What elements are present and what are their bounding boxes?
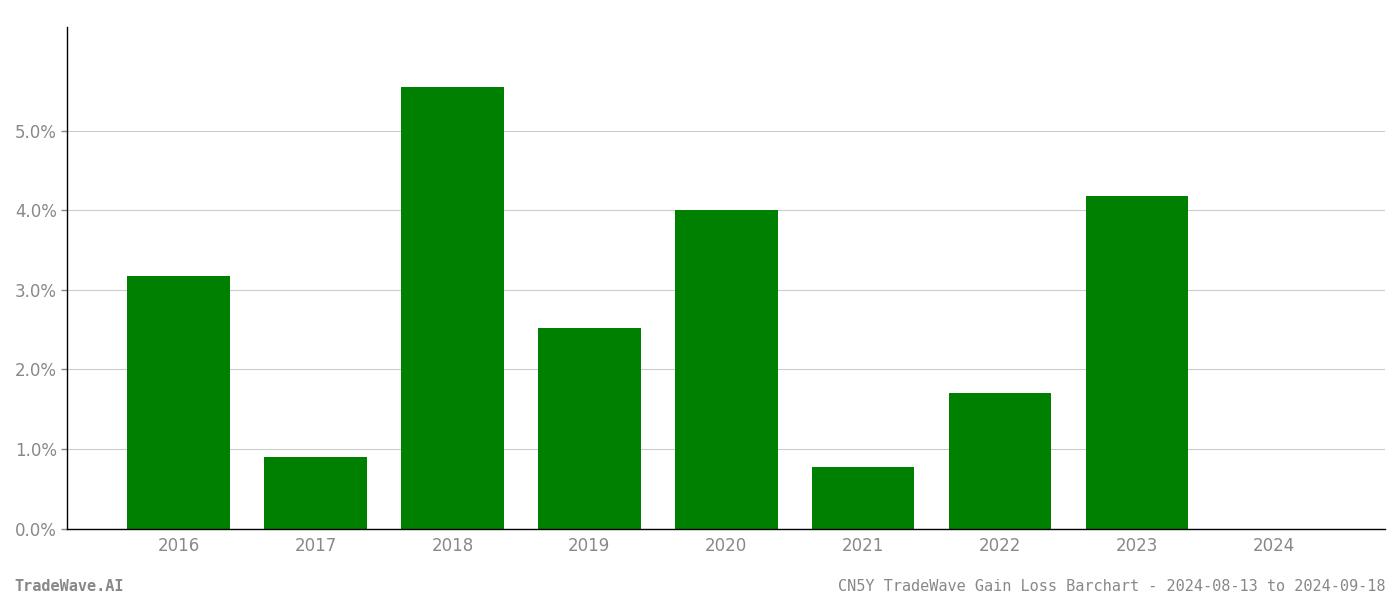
Bar <box>675 210 777 529</box>
Bar <box>400 87 504 529</box>
Bar <box>1085 196 1189 529</box>
Bar <box>265 457 367 529</box>
Text: CN5Y TradeWave Gain Loss Barchart - 2024-08-13 to 2024-09-18: CN5Y TradeWave Gain Loss Barchart - 2024… <box>839 579 1386 594</box>
Bar <box>127 276 230 529</box>
Bar <box>812 467 914 529</box>
Bar <box>949 393 1051 529</box>
Bar <box>538 328 641 529</box>
Text: TradeWave.AI: TradeWave.AI <box>14 579 123 594</box>
